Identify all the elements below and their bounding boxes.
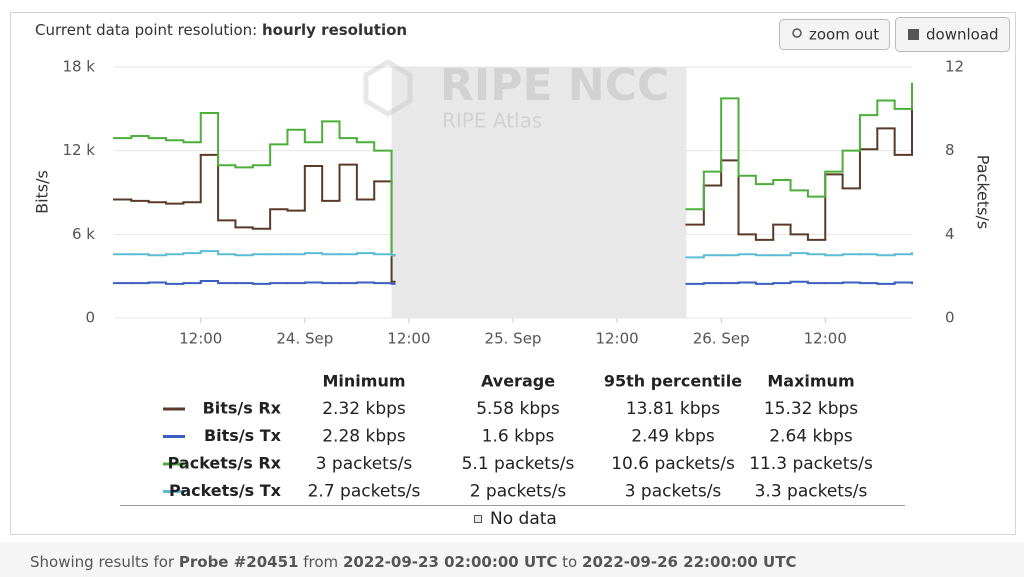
footer-from: 2022-09-23 02:00:00 UTC bbox=[343, 553, 557, 571]
resolution-label: Current data point resolution: bbox=[35, 21, 257, 39]
stat-cell: 2.7 packets/s bbox=[308, 482, 421, 502]
button-bg bbox=[779, 19, 890, 50]
column-header: Average bbox=[481, 372, 555, 391]
series-name: Packets/s Rx bbox=[168, 454, 282, 473]
logo bbox=[363, 59, 413, 117]
y2-tick-label: 8 bbox=[945, 141, 955, 159]
stat-cell: 10.6 packets/s bbox=[611, 454, 735, 474]
y-tick-label: 0 bbox=[85, 309, 95, 327]
stat-cell: 11.3 packets/s bbox=[749, 454, 873, 474]
x-tick-label: 12:00 bbox=[595, 330, 638, 348]
x-tick-label: 26. Sep bbox=[693, 330, 750, 348]
footer-to-word: to bbox=[562, 553, 577, 571]
no-data-band bbox=[391, 67, 687, 318]
legend-row[interactable]: Packets/s Tx bbox=[163, 481, 282, 500]
resolution-value: hourly resolution bbox=[262, 21, 407, 39]
series-name: Bits/s Rx bbox=[203, 399, 282, 418]
footer-from-word: from bbox=[303, 553, 338, 571]
series bbox=[113, 280, 913, 285]
x-tick-label: 25. Sep bbox=[485, 330, 542, 348]
series bbox=[113, 82, 913, 257]
watermark-title: RIPE NCC bbox=[440, 60, 669, 111]
download-button[interactable]: download bbox=[895, 17, 1010, 52]
x-tick-label: 12:00 bbox=[387, 330, 430, 348]
y2-axis-title: Packets/s bbox=[974, 155, 993, 229]
plot: 0 6 k 12 k 18 k 0 4 8 12 12:00 24. Sep 12:00 25. Se… bbox=[62, 58, 964, 348]
y-tick-label: 6 k bbox=[72, 225, 95, 243]
x-tick-label: 24. Sep bbox=[276, 330, 333, 348]
series bbox=[113, 103, 913, 283]
button-label: download bbox=[926, 26, 999, 44]
button-label: zoom out bbox=[809, 26, 879, 44]
stat-cell: 2.64 kbps bbox=[769, 427, 853, 447]
column-header: 95th percentile bbox=[604, 372, 742, 391]
y-tick-label: 12 k bbox=[62, 141, 95, 159]
stat-cell: 3 packets/s bbox=[625, 482, 722, 502]
footer-prefix: Showing results for bbox=[30, 553, 175, 571]
stat-cell: 2 packets/s bbox=[470, 482, 567, 502]
x-tick-label: 12:00 bbox=[804, 330, 847, 348]
footer-band bbox=[0, 542, 1024, 577]
stat-cell: 5.1 packets/s bbox=[462, 454, 575, 474]
series-name: Bits/s Tx bbox=[204, 426, 282, 445]
footer-probe: Probe #20451 bbox=[179, 553, 299, 571]
legend-row[interactable]: Bits/s Tx bbox=[163, 426, 282, 445]
series-name: Packets/s Tx bbox=[169, 481, 282, 500]
stat-cell: 2.32 kbps bbox=[322, 399, 406, 419]
zoom-out-button[interactable]: zoom out bbox=[779, 19, 890, 50]
legend-label: No data bbox=[490, 509, 557, 529]
y-tick-label: 18 k bbox=[62, 58, 95, 76]
watermark-subtitle: RIPE Atlas bbox=[442, 109, 542, 133]
icon bbox=[792, 28, 802, 38]
x-tick-label: 12:00 bbox=[179, 330, 222, 348]
y2-tick-label: 0 bbox=[945, 309, 955, 327]
footer-text: Showing results for Probe #20451 from 20… bbox=[30, 553, 796, 571]
icon bbox=[908, 29, 919, 40]
column-header: Maximum bbox=[767, 372, 854, 391]
stat-cell: 3.3 packets/s bbox=[755, 482, 868, 502]
watermark: RIPE NCC RIPE Atlas bbox=[363, 59, 669, 133]
stat-cell: 2.28 kbps bbox=[322, 427, 406, 447]
stat-cell: 5.58 kbps bbox=[476, 399, 560, 419]
y2-tick-label: 4 bbox=[945, 225, 955, 243]
footer-to: 2022-09-26 22:00:00 UTC bbox=[582, 553, 796, 571]
stats-table: Minimum Average 95th percentile Maximum Bits… bbox=[163, 372, 873, 502]
swatch bbox=[474, 515, 482, 523]
stat-cell: 15.32 kbps bbox=[764, 399, 858, 419]
stat-cell: 3 packets/s bbox=[316, 454, 413, 474]
button-bg bbox=[895, 17, 1010, 52]
y2-tick-label: 12 bbox=[945, 58, 964, 76]
stat-cell: 2.49 kbps bbox=[631, 427, 715, 447]
resolution: Current data point resolution: hourly re… bbox=[35, 21, 407, 39]
stat-cell: 1.6 kbps bbox=[482, 427, 555, 447]
column-header: Minimum bbox=[322, 372, 405, 391]
series bbox=[113, 250, 913, 259]
y-axis-title: Bits/s bbox=[33, 170, 52, 214]
no-data-legend[interactable]: No data bbox=[474, 509, 557, 529]
stat-cell: 13.81 kbps bbox=[626, 399, 720, 419]
legend-row[interactable]: Packets/s Rx bbox=[163, 454, 282, 473]
legend-row[interactable]: Bits/s Rx bbox=[163, 399, 282, 418]
